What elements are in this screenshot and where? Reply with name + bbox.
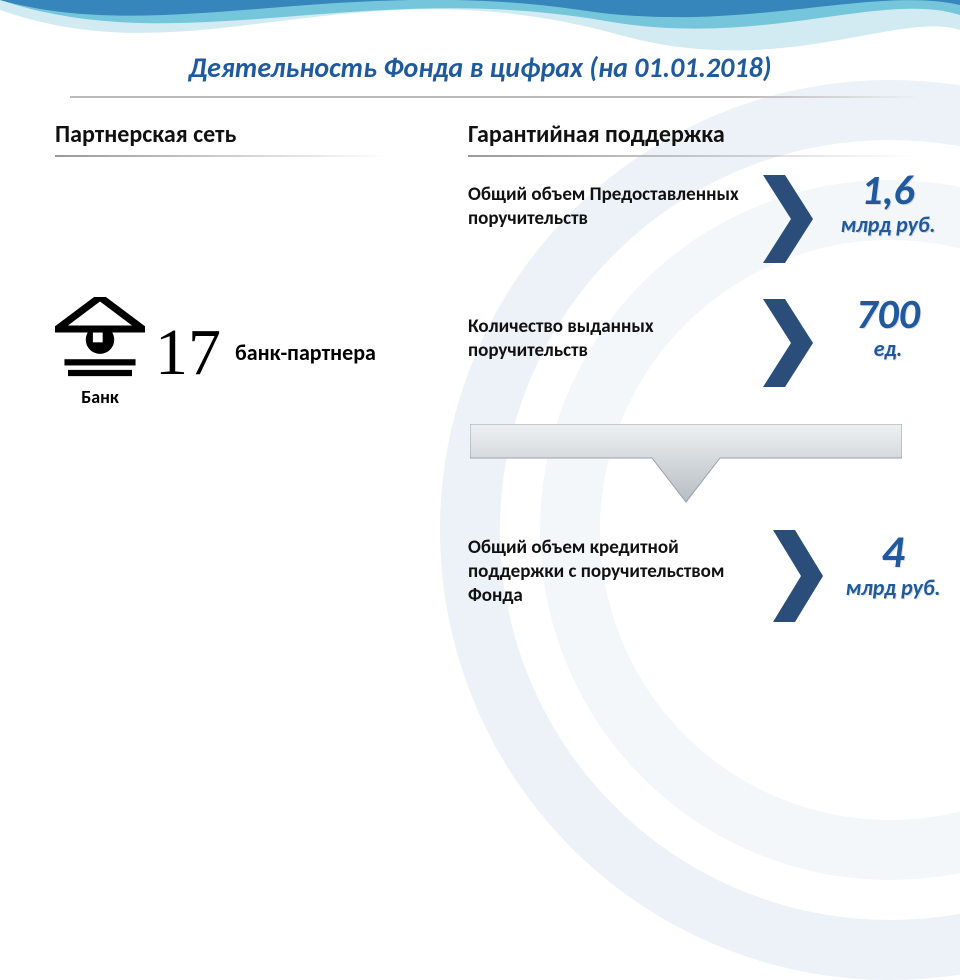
partner-count-block: Банк 17 банк-партнера — [55, 297, 435, 408]
partner-count-label: банк-партнера — [235, 339, 376, 366]
section-underline — [55, 155, 389, 157]
final-metric-value: 4 млрд руб. — [828, 528, 958, 601]
metric-value-number: 700 — [818, 293, 958, 337]
final-value-unit: млрд руб. — [828, 574, 958, 601]
title-underline — [70, 96, 920, 98]
slide-title: Деятельность Фонда в цифрах (на 01.01.20… — [0, 50, 960, 85]
metric-value: 700 ед. — [818, 293, 958, 362]
partner-network-section: Партнерская сеть Банк 17 банк-партнера — [55, 120, 435, 408]
partner-count-number: 17 — [155, 320, 221, 386]
section-heading-partners: Партнерская сеть — [55, 120, 435, 155]
metric-label: Количество выданных поручительств — [468, 315, 758, 363]
metric-row: Общий объем Предоставленных поручительст… — [468, 169, 918, 275]
metric-value-number: 1,6 — [818, 169, 958, 213]
final-value-number: 4 — [828, 528, 958, 576]
bank-icon — [55, 297, 145, 377]
chevron-icon — [763, 175, 813, 263]
bank-label: Банк — [55, 386, 145, 408]
section-underline — [468, 155, 918, 157]
final-metric-label: Общий объем кредитной поддержки с поручи… — [468, 536, 768, 607]
chevron-icon — [773, 530, 823, 622]
metric-row: Количество выданных поручительств 700 ед… — [468, 293, 918, 399]
metric-value: 1,6 млрд руб. — [818, 169, 958, 238]
guarantee-support-section: Гарантийная поддержка Общий объем Предос… — [468, 120, 918, 399]
final-metric-row: Общий объем кредитной поддержки с поручи… — [468, 528, 918, 648]
metric-label: Общий объем Предоставленных поручительст… — [468, 183, 758, 231]
section-heading-guarantee: Гарантийная поддержка — [468, 120, 918, 155]
metric-value-unit: млрд руб. — [818, 211, 958, 238]
metric-value-unit: ед. — [818, 335, 958, 362]
down-arrow-icon — [470, 424, 902, 504]
chevron-icon — [763, 299, 813, 387]
